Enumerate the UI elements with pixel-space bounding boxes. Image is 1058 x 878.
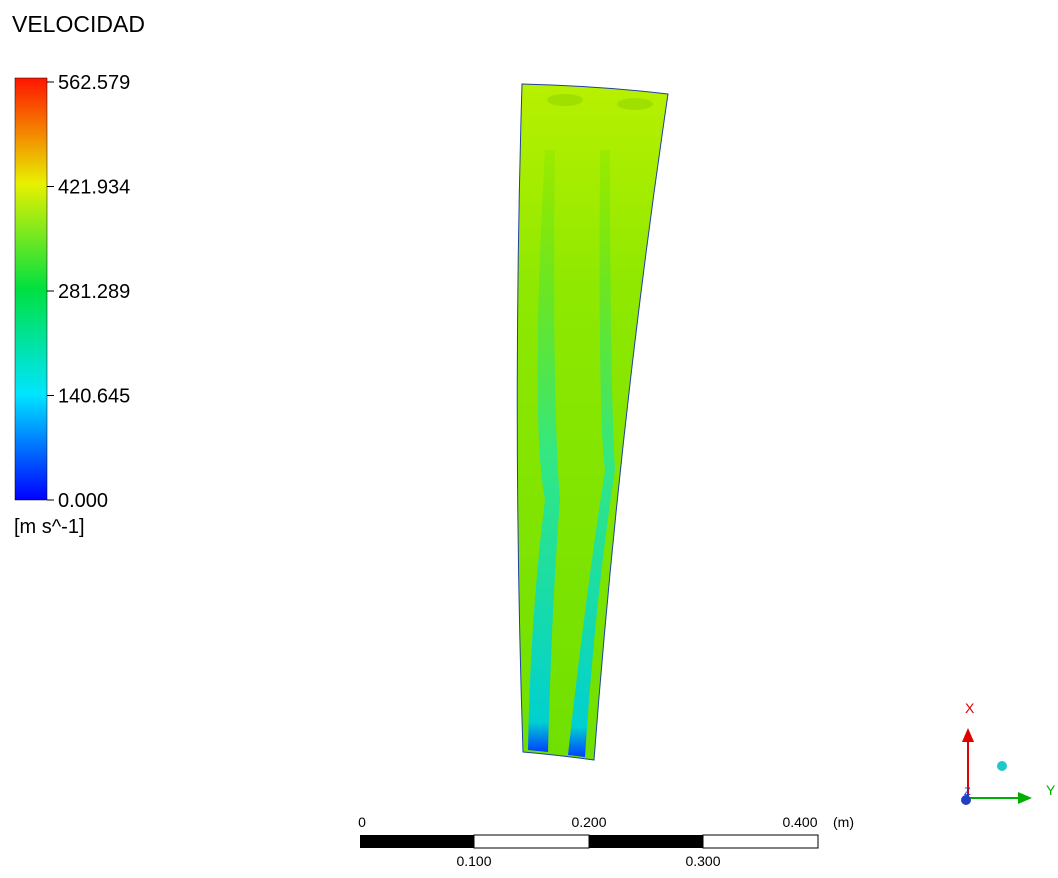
triad-label: X (965, 700, 975, 716)
scale-unit: (m) (833, 814, 854, 830)
scale-label: 0.300 (685, 853, 720, 869)
scale-segment (474, 835, 589, 848)
legend-ticks: 562.579 421.934 281.289 140.645 0.000 (47, 72, 130, 512)
viewport: VELOCIDAD 562.579 421.934 281.289 140.645 0.… (0, 0, 1058, 873)
scale-label: 0.100 (456, 853, 491, 869)
scale-segment (589, 835, 703, 848)
legend-tick-label: 140.645 (58, 386, 130, 408)
scale-label: 0.400 (782, 814, 817, 830)
triad-label: Y (1046, 782, 1056, 798)
page: VELOCIDAD 562.579 421.934 281.289 140.645 0.… (0, 0, 1058, 873)
legend-tick-label: 562.579 (58, 72, 130, 94)
flow-spot (617, 98, 653, 110)
legend-tick-label: 421.934 (58, 177, 130, 199)
scale-segment (360, 835, 474, 848)
legend-tick-label: 0.000 (58, 490, 108, 512)
flow-spot (547, 94, 583, 106)
legend-unit: [m s^-1] (14, 516, 85, 538)
scale-label: 0.200 (571, 814, 606, 830)
legend-title: VELOCIDAD (12, 11, 145, 37)
triad-arrow (962, 728, 974, 742)
triad-arrow (1018, 792, 1032, 804)
color-bar (15, 78, 47, 500)
legend-tick-label: 281.289 (58, 281, 130, 303)
scale-label: 0 (358, 814, 366, 830)
triad-label: Z (964, 786, 971, 798)
scale-segment (703, 835, 818, 848)
triad-dot (997, 761, 1007, 771)
